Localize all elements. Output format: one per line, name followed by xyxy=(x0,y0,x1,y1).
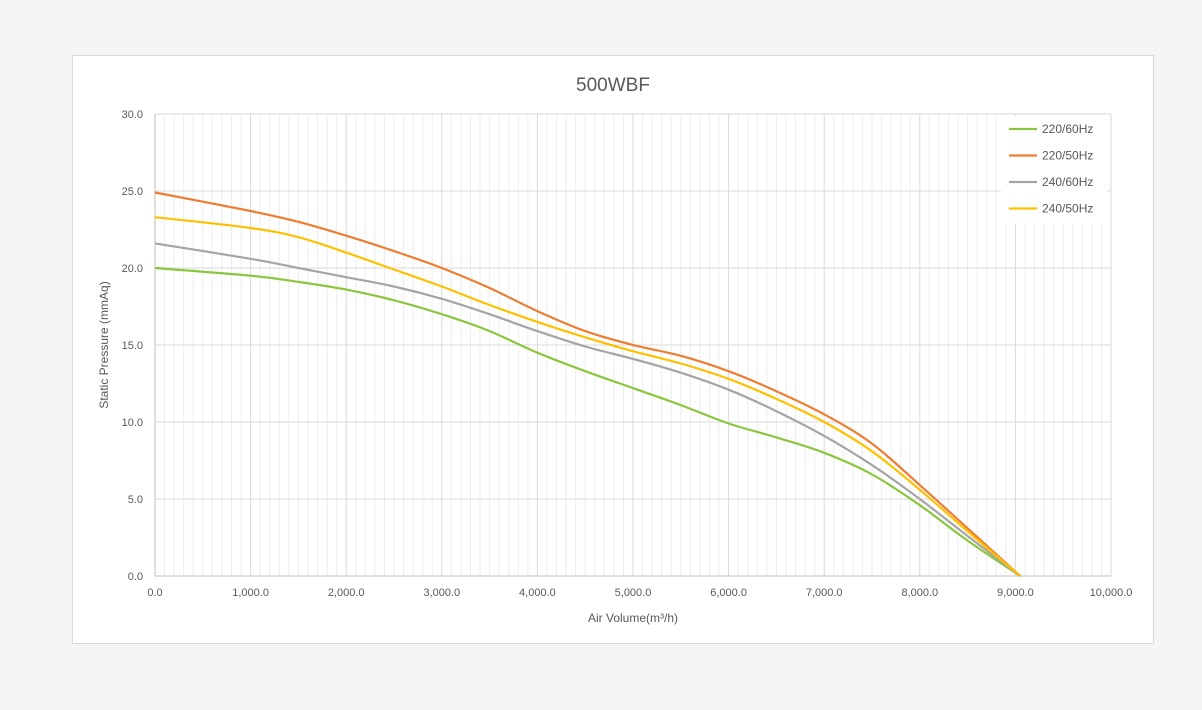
legend-label-240-50hz: 240/50Hz xyxy=(1042,202,1093,216)
chart-frame: 500WBF 0.0 1,000.0 2,000.0 3,000.0 4,000.0 5,… xyxy=(72,55,1154,644)
series-line-220-60hz xyxy=(154,266,1021,577)
fan-performance-chart: 500WBF 0.0 1,000.0 2,000.0 3,000.0 4,000.0 5,… xyxy=(97,75,1132,625)
series-line-220-50hz xyxy=(154,191,1021,577)
x-axis-title: Air Volume(m³/h) xyxy=(588,611,678,625)
x-tick-label: 1,000.0 xyxy=(232,587,269,599)
legend-label-220-50hz: 220/50Hz xyxy=(1042,149,1093,163)
x-tick-label: 4,000.0 xyxy=(519,587,556,599)
x-tick-label: 3,000.0 xyxy=(423,587,460,599)
y-axis-ticks: 0.0 5.0 10.0 15.0 20.0 25.0 30.0 xyxy=(122,109,143,583)
x-tick-label: 5,000.0 xyxy=(615,587,652,599)
y-tick-label: 5.0 xyxy=(128,494,143,506)
x-tick-label: 0.0 xyxy=(147,587,162,599)
series-line-240-50hz xyxy=(154,216,1021,577)
legend-label-220-60hz: 220/60Hz xyxy=(1042,122,1093,136)
chart-title: 500WBF xyxy=(576,75,650,96)
x-tick-label: 9,000.0 xyxy=(997,587,1034,599)
y-tick-label: 20.0 xyxy=(122,263,143,275)
axes xyxy=(154,114,1111,577)
legend: 220/60Hz 220/50Hz 240/60Hz 240/50Hz xyxy=(1001,116,1107,224)
y-tick-label: 15.0 xyxy=(122,340,143,352)
x-tick-label: 7,000.0 xyxy=(806,587,843,599)
x-tick-label: 2,000.0 xyxy=(328,587,365,599)
x-tick-label: 10,000.0 xyxy=(1090,587,1133,599)
series-line-240-60hz xyxy=(154,242,1021,577)
x-axis-ticks: 0.0 1,000.0 2,000.0 3,000.0 4,000.0 5,000.0 6,… xyxy=(147,587,1132,599)
x-tick-label: 8,000.0 xyxy=(901,587,938,599)
x-tick-label: 6,000.0 xyxy=(710,587,747,599)
y-tick-label: 0.0 xyxy=(128,571,143,583)
legend-label-240-60hz: 240/60Hz xyxy=(1042,175,1093,189)
y-axis-title: Static Pressure (mmAq) xyxy=(97,281,111,408)
y-tick-label: 30.0 xyxy=(122,109,143,121)
legend-background xyxy=(1001,116,1107,224)
y-tick-label: 25.0 xyxy=(122,186,143,198)
y-tick-label: 10.0 xyxy=(122,417,143,429)
series-layer xyxy=(154,191,1021,577)
